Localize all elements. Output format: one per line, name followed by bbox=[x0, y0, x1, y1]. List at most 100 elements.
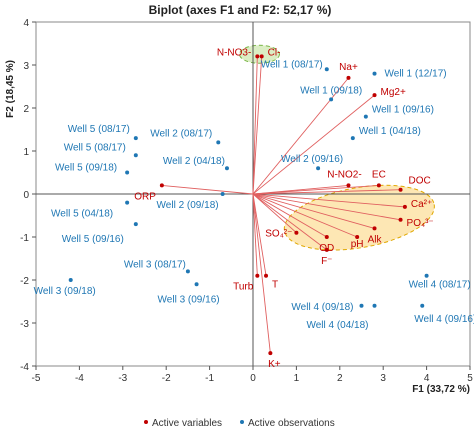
variable-vector bbox=[252, 193, 271, 354]
observation-point bbox=[133, 136, 138, 141]
variable-vector bbox=[252, 193, 375, 229]
variable-point bbox=[398, 217, 403, 222]
variable-vector bbox=[252, 184, 349, 195]
observation-label: Well 5 (09/18) bbox=[55, 163, 117, 174]
variable-vector bbox=[252, 94, 375, 195]
x-tick-label: 0 bbox=[250, 373, 256, 384]
variable-label: N-NO3- bbox=[217, 47, 251, 58]
observation-label: Well 1 (09/18) bbox=[300, 85, 362, 96]
variable-label: OD bbox=[319, 243, 334, 254]
variable-vector bbox=[252, 193, 358, 238]
x-tick-label: -2 bbox=[162, 373, 171, 384]
observation-point bbox=[324, 67, 329, 72]
variable-point bbox=[255, 273, 260, 278]
observation-point bbox=[420, 303, 425, 308]
cluster-ellipse-green bbox=[239, 44, 281, 64]
variable-vector bbox=[252, 193, 267, 276]
legend-label-variables: Active variables bbox=[152, 418, 222, 429]
x-tick-label: 1 bbox=[294, 373, 300, 384]
variable-vector bbox=[252, 189, 401, 195]
variable-label: Mg2+ bbox=[381, 87, 406, 98]
observation-label: Well 1 (04/18) bbox=[359, 126, 421, 137]
observation-label: Well 5 (08/17) bbox=[64, 142, 126, 153]
observation-point bbox=[316, 166, 321, 171]
variable-label: K+ bbox=[268, 359, 281, 370]
variable-vector bbox=[252, 193, 401, 221]
observation-label: Well 4 (08/17) bbox=[409, 280, 471, 291]
variable-point bbox=[402, 204, 407, 209]
observation-point bbox=[125, 200, 130, 205]
variable-point bbox=[372, 93, 377, 98]
variable-point bbox=[324, 235, 329, 239]
observation-point bbox=[125, 170, 130, 175]
observation-label: Well 4 (09/18) bbox=[291, 302, 353, 313]
observation-point bbox=[359, 303, 364, 308]
observation-label: Well 3 (09/18) bbox=[34, 286, 96, 297]
observation-point bbox=[216, 140, 221, 145]
observation-label: Well 1 (12/17) bbox=[385, 69, 447, 80]
variable-label: SO₄²⁻ bbox=[265, 229, 292, 240]
observation-point bbox=[220, 192, 225, 196]
variable-point bbox=[324, 247, 329, 252]
chart-title: Biplot (axes F1 and F2: 52,17 %) bbox=[149, 3, 332, 17]
variable-label: Cl- bbox=[268, 47, 281, 58]
variable-label: T bbox=[272, 280, 278, 291]
variable-vector bbox=[252, 56, 263, 195]
observation-point bbox=[424, 273, 429, 278]
variable-vector bbox=[252, 193, 405, 208]
y-tick-label: -1 bbox=[20, 233, 29, 244]
observation-point bbox=[68, 278, 73, 282]
x-tick-label: 5 bbox=[467, 373, 473, 384]
y-axis-label: F2 (18,45 %) bbox=[5, 60, 16, 118]
variable-label: EC bbox=[372, 169, 386, 180]
variable-point bbox=[255, 54, 260, 59]
x-tick-label: 4 bbox=[424, 373, 430, 384]
x-tick-label: -1 bbox=[205, 373, 214, 384]
variable-point bbox=[268, 351, 273, 356]
observation-point bbox=[350, 136, 355, 141]
legend-label-observations: Active observations bbox=[248, 418, 335, 429]
variable-vector bbox=[252, 193, 258, 276]
variable-point bbox=[398, 187, 403, 192]
observation-point bbox=[372, 303, 377, 308]
observation-label: Well 3 (09/16) bbox=[158, 294, 220, 305]
variable-point bbox=[259, 54, 264, 59]
variable-vector bbox=[252, 56, 258, 195]
legend-marker-variables bbox=[144, 420, 148, 424]
variable-point bbox=[376, 183, 381, 188]
observation-point bbox=[185, 269, 190, 274]
observation-label: Well 2 (04/18) bbox=[163, 156, 225, 167]
label-layer: N-NO3- Cl- Na+ Mg2+ EC DOC N-NO2- Ca²⁺ PO₄³⁻ Alkp… bbox=[34, 47, 474, 370]
variable-vector bbox=[252, 184, 379, 195]
vector-layer bbox=[159, 54, 407, 356]
legend: Active variables Active observations bbox=[144, 418, 335, 429]
observation-label: Well 2 (09/18) bbox=[157, 200, 219, 211]
variable-point bbox=[346, 75, 351, 80]
variable-label: Alk bbox=[368, 234, 383, 245]
variable-point bbox=[355, 235, 360, 239]
observation-point bbox=[133, 222, 138, 227]
observation-label: Well 1 (09/16) bbox=[372, 105, 434, 116]
observation-point bbox=[329, 97, 334, 102]
observation-label: Well 5 (09/16) bbox=[62, 234, 124, 245]
variable-vector bbox=[252, 77, 349, 195]
observation-label: Well 1 (08/17) bbox=[261, 59, 323, 70]
observation-label: Well 2 (09/16) bbox=[281, 154, 343, 165]
variable-point bbox=[294, 230, 299, 235]
variable-label: Na+ bbox=[339, 62, 358, 73]
observation-point bbox=[194, 282, 199, 287]
observation-label: Well 3 (08/17) bbox=[124, 259, 186, 270]
y-tick-label: 1 bbox=[23, 147, 29, 158]
observation-label: Well 4 (09/16) bbox=[414, 314, 474, 325]
variable-label: N-NO2- bbox=[327, 169, 361, 180]
observation-point bbox=[133, 153, 138, 158]
variable-point bbox=[372, 226, 377, 231]
variable-vector bbox=[161, 184, 254, 195]
observation-label: Well 4 (04/18) bbox=[306, 320, 368, 331]
observation-point bbox=[372, 71, 377, 76]
variable-vector bbox=[252, 193, 328, 251]
variable-label: Ca²⁺ bbox=[411, 199, 432, 210]
